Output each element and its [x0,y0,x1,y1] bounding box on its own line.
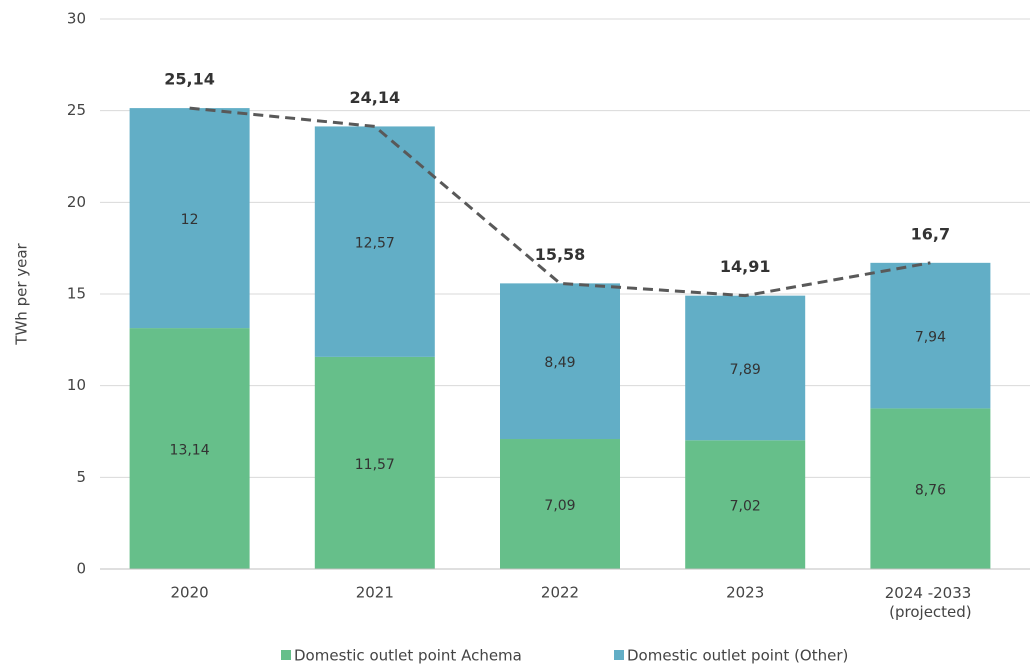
y-tick-label: 15 [67,285,86,303]
y-tick-label: 30 [67,10,86,28]
segment-label: 7,94 [915,330,946,346]
segment-label: 12,57 [355,236,395,252]
total-label: 24,14 [349,88,400,107]
bar-segment [314,126,435,357]
segment-label: 12 [181,212,199,228]
total-label: 14,91 [720,257,771,276]
x-tick-label: 2023 [726,584,764,602]
legend-label: Domestic outlet point Achema [294,647,522,665]
segment-label: 7,09 [544,498,575,514]
total-label: 15,58 [535,245,586,264]
x-tick-label: 2024 -2033 (projected) [885,584,976,621]
x-tick-label: 2022 [541,584,579,602]
segment-label: 8,49 [544,355,575,371]
bar-segment [870,408,991,569]
y-tick-label: 5 [76,468,86,486]
y-axis-title: TWh per year [13,242,31,345]
segment-label: 7,89 [730,362,761,378]
segment-label: 11,57 [355,457,395,473]
legend-swatch [614,650,624,660]
bar-segment [685,440,806,569]
y-tick-label: 10 [67,376,86,394]
bar-segment [129,108,250,329]
x-tick-label: 2021 [356,584,394,602]
y-tick-label: 0 [76,560,86,578]
bar-segment [500,439,620,569]
total-label: 25,14 [164,70,215,89]
segment-label: 7,02 [730,499,761,515]
legend-label: Domestic outlet point (Other) [627,647,848,665]
legend-swatch [281,650,291,660]
x-tick-label: 2020 [171,584,209,602]
y-tick-label: 25 [67,101,86,119]
segment-label: 13,14 [170,443,210,459]
segment-label: 8,76 [915,483,946,499]
bar-segment [314,356,435,569]
bar-segment [500,283,620,440]
total-label: 16,7 [911,224,950,243]
bar-segment [685,295,806,441]
bar-segment [870,262,991,409]
y-tick-label: 20 [67,193,86,211]
bar-segment [129,328,250,569]
total-line [189,106,931,298]
